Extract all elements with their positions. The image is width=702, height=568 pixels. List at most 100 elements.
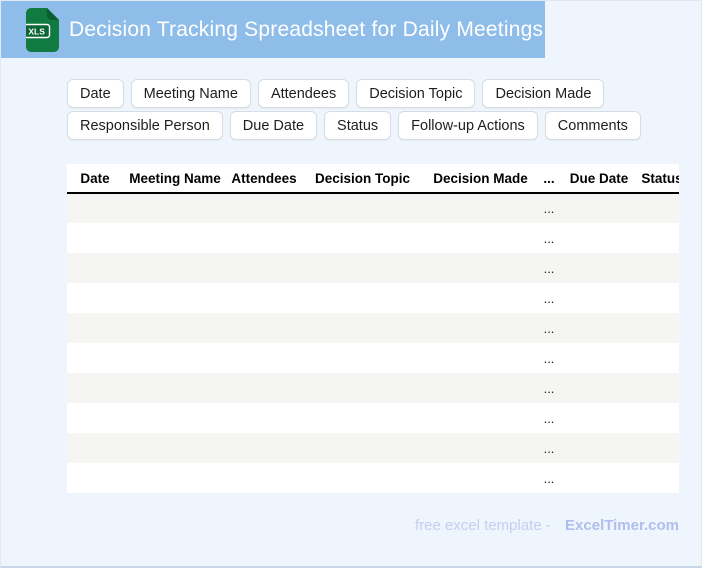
cell-attendees [227, 403, 301, 433]
table-row: ... [67, 223, 679, 253]
tag-chip-follow-up-actions[interactable]: Follow-up Actions [398, 111, 538, 140]
cell-meeting-name [123, 223, 227, 253]
cell-date [67, 313, 123, 343]
cell-attendees [227, 373, 301, 403]
cell-ellipsis: ... [543, 290, 555, 306]
tag-chip-status[interactable]: Status [324, 111, 392, 140]
cell-decision-made [424, 223, 537, 253]
cell-attendees [227, 463, 301, 493]
cell-meeting-name [123, 253, 227, 283]
table-row: ... [67, 463, 679, 493]
cell-attendees [227, 313, 301, 343]
tag-chip-decision-topic[interactable]: Decision Topic [356, 79, 476, 108]
cell-decision-made [424, 373, 537, 403]
decision-table: Date Meeting Name Attendees Decision Topic D… [67, 164, 679, 493]
column-header-meeting-name: Meeting Name [123, 164, 227, 194]
cell-date [67, 403, 123, 433]
table-row: ... [67, 343, 679, 373]
cell-decision-made [424, 193, 537, 223]
cell-decision-made [424, 463, 537, 493]
cell-due-date [561, 343, 637, 373]
cell-meeting-name [123, 283, 227, 313]
cell-date [67, 373, 123, 403]
cell-due-date [561, 463, 637, 493]
column-header-decision-made: Decision Made [424, 164, 537, 194]
cell-ellipsis: ... [543, 320, 555, 336]
cell-status [637, 193, 679, 223]
cell-attendees [227, 343, 301, 373]
column-header-decision-topic: Decision Topic [301, 164, 424, 194]
table-row: ... [67, 193, 679, 223]
cell-decision-topic [301, 283, 424, 313]
spreadsheet-preview: Date Meeting Name Attendees Decision Topic D… [67, 164, 679, 493]
cell-meeting-name [123, 313, 227, 343]
cell-ellipsis: ... [543, 230, 555, 246]
xls-file-icon: XLS [26, 7, 59, 52]
tag-chip-comments[interactable]: Comments [544, 111, 641, 140]
cell-ellipsis: ... [543, 350, 555, 366]
cell-decision-made [424, 253, 537, 283]
tag-chip-due-date[interactable]: Due Date [229, 111, 318, 140]
cell-date [67, 343, 123, 373]
cell-due-date [561, 433, 637, 463]
cell-decision-topic [301, 343, 424, 373]
page-banner: XLS Decision Tracking Spreadsheet for Da… [1, 1, 545, 58]
cell-meeting-name [123, 193, 227, 223]
cell-date [67, 193, 123, 223]
tag-chip-responsible-person[interactable]: Responsible Person [67, 111, 223, 140]
footer: free excel template - ExcelTimer.com [67, 517, 679, 534]
cell-status [637, 373, 679, 403]
cell-ellipsis: ... [543, 470, 555, 486]
cell-meeting-name [123, 463, 227, 493]
cell-ellipsis: ... [543, 410, 555, 426]
cell-decision-made [424, 403, 537, 433]
cell-status [637, 463, 679, 493]
cell-status [637, 433, 679, 463]
cell-attendees [227, 223, 301, 253]
cell-decision-topic [301, 463, 424, 493]
tag-chip-meeting-name[interactable]: Meeting Name [130, 79, 251, 108]
cell-decision-topic [301, 403, 424, 433]
cell-date [67, 283, 123, 313]
column-header-due-date: Due Date [561, 164, 637, 194]
cell-decision-topic [301, 193, 424, 223]
cell-ellipsis: ... [543, 201, 555, 216]
cell-due-date [561, 373, 637, 403]
table-row: ... [67, 253, 679, 283]
cell-attendees [227, 433, 301, 463]
cell-status [637, 283, 679, 313]
column-header-attendees: Attendees [227, 164, 301, 194]
column-header-date: Date [67, 164, 123, 194]
cell-status [637, 223, 679, 253]
cell-decision-made [424, 283, 537, 313]
footer-brand-link[interactable]: ExcelTimer.com [565, 517, 679, 534]
cell-date [67, 463, 123, 493]
column-header-ellipsis: ... [537, 164, 561, 194]
page-title: Decision Tracking Spreadsheet for Daily … [69, 17, 544, 41]
cell-decision-made [424, 313, 537, 343]
tag-chip-attendees[interactable]: Attendees [257, 79, 350, 108]
table-row: ... [67, 403, 679, 433]
cell-attendees [227, 193, 301, 223]
cell-decision-topic [301, 313, 424, 343]
cell-meeting-name [123, 343, 227, 373]
column-header-status: Status [637, 164, 679, 194]
cell-due-date [561, 403, 637, 433]
cell-attendees [227, 253, 301, 283]
tag-chip-decision-made[interactable]: Decision Made [482, 79, 605, 108]
cell-decision-topic [301, 253, 424, 283]
cell-ellipsis: ... [543, 380, 555, 396]
cell-status [637, 253, 679, 283]
cell-attendees [227, 283, 301, 313]
cell-date [67, 223, 123, 253]
tag-chip-date[interactable]: Date [67, 79, 124, 108]
cell-status [637, 313, 679, 343]
footer-label: free excel template - [414, 517, 551, 534]
cell-decision-topic [301, 373, 424, 403]
cell-ellipsis: ... [543, 440, 555, 456]
cell-decision-made [424, 433, 537, 463]
column-tag-list: Date Meeting Name Attendees Decision Topic D… [67, 79, 647, 140]
tag-row: Date Meeting Name Attendees Decision Topic D… [67, 79, 647, 108]
cell-decision-topic [301, 433, 424, 463]
